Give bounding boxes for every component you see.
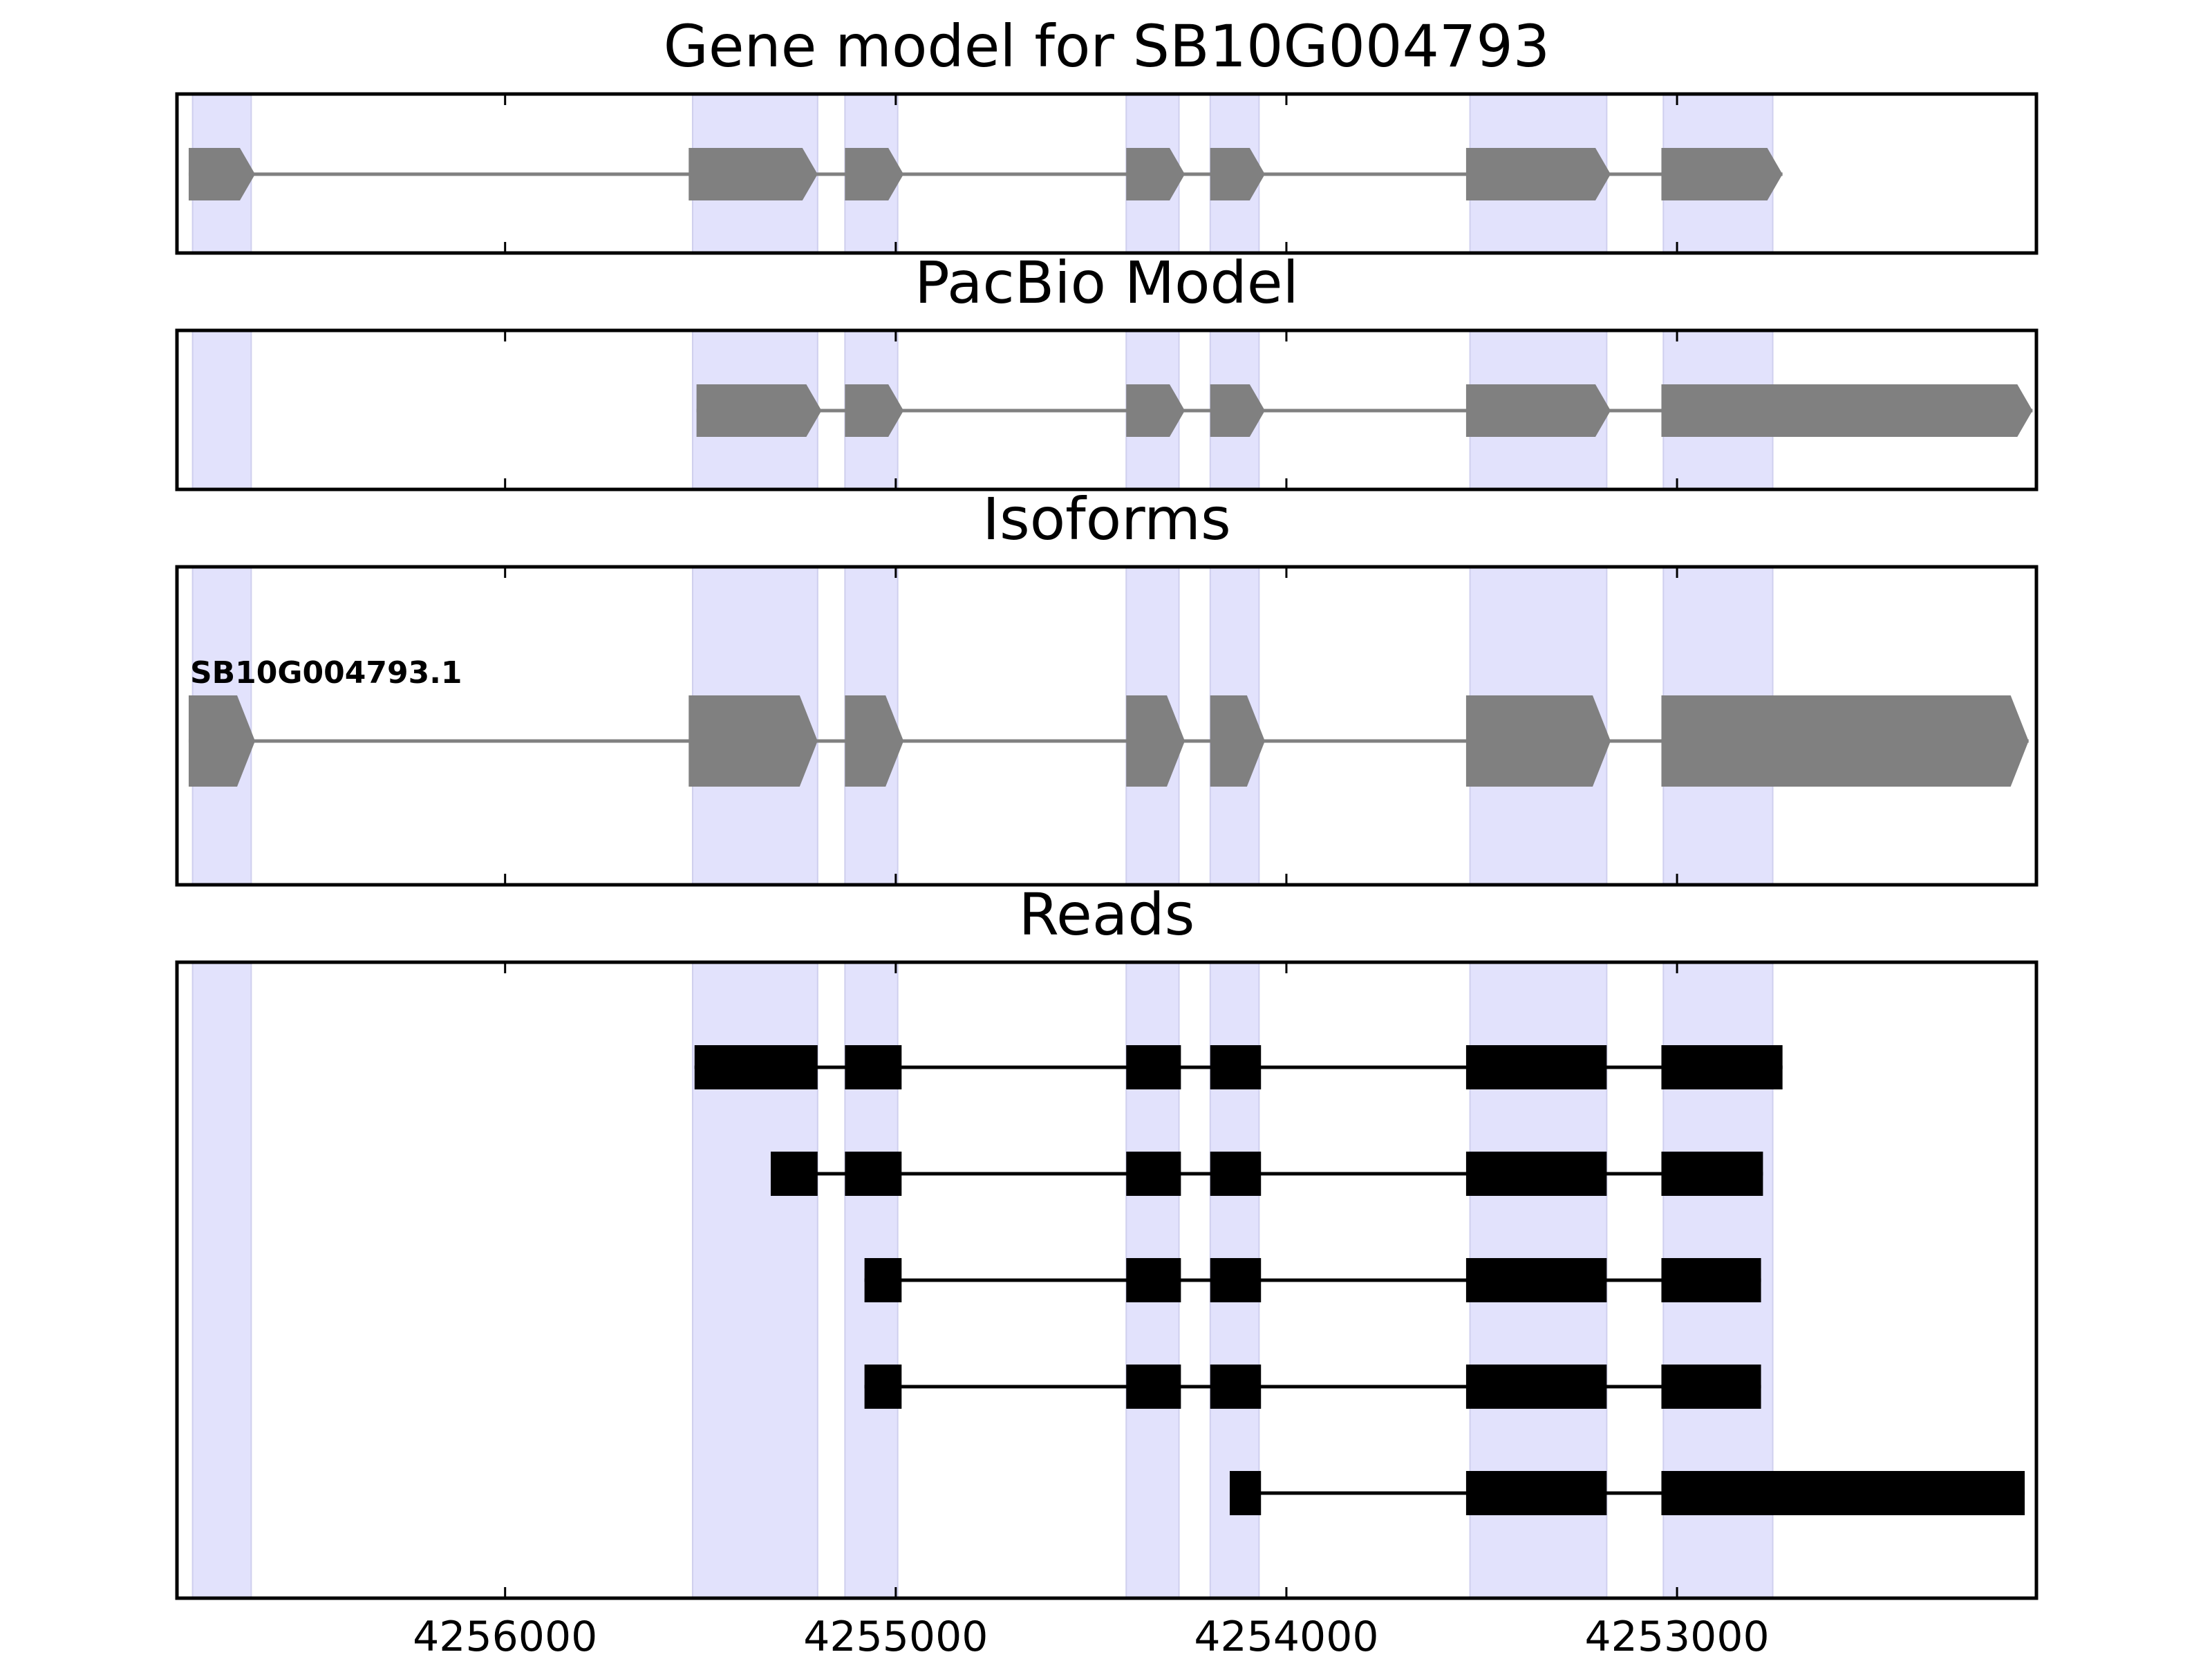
read-exon [1465,1152,1607,1196]
panel-frame [175,92,2038,255]
panel-title: Reads [1019,881,1195,948]
read-exon [1465,1471,1607,1515]
exon-arrow [1126,695,1185,787]
panel-pacbio: PacBio Model [175,249,2038,491]
exon-arrow [688,695,818,787]
read-exon [1210,1365,1262,1409]
exon-arrow [845,384,904,437]
read-track [864,1258,1761,1302]
panel-title: Gene model for SB10G004793 [664,12,1550,80]
panel-frame [175,960,2038,1600]
exon-arrow [188,148,256,200]
exon-arrow [1210,695,1265,787]
read-track [1230,1471,2025,1515]
panel-gene: Gene model for SB10G004793 [175,12,2038,255]
read-exon [1210,1152,1262,1196]
read-exon [1126,1258,1181,1302]
panel-reads: Reads 4256000 4255000 4254000 4253000 [175,881,2038,1659]
x-tick-label: 4254000 [1194,1613,1378,1659]
exon-arrow [1661,695,2029,787]
read-exon [1465,1365,1607,1409]
exon-arrow [1126,148,1185,200]
read-exon [1661,1471,2025,1515]
read-exon [1661,1152,1763,1196]
exon-arrow [1210,148,1265,200]
exon-arrow [1465,695,1611,787]
read-exon [1230,1471,1262,1515]
panel-title: PacBio Model [915,249,1299,317]
exon-arrow [188,695,256,787]
x-tick-label: 4253000 [1584,1613,1769,1659]
read-exon [1661,1045,1783,1089]
transcript-track: SB10G004793.1 [188,655,2029,787]
exon-arrow [845,695,904,787]
read-exon [864,1365,902,1409]
highlight-band [191,330,252,490]
read-track [864,1365,1761,1409]
panel-frame [175,328,2038,491]
exon-arrow [1465,384,1611,437]
read-exon [694,1045,818,1089]
read-exon [1210,1258,1262,1302]
read-exon [1465,1045,1607,1089]
transcript-track [188,148,1783,200]
panel-isoforms: Isoforms SB10G004793.1 [175,485,2038,887]
read-track [694,1045,1783,1089]
read-exon [1126,1365,1181,1409]
highlight-band [191,962,252,1599]
transcript-track [696,384,2033,437]
read-exon [1210,1045,1262,1089]
panel-title: Isoforms [982,485,1231,553]
panel-frame [175,565,2038,887]
exon-arrow [688,148,818,200]
read-exon [845,1045,902,1089]
read-exon [1126,1152,1181,1196]
exon-arrow [1661,148,1783,200]
exon-arrow [845,148,904,200]
read-exon [864,1258,902,1302]
exon-arrow [1661,384,2033,437]
read-exon [1126,1045,1181,1089]
read-track [770,1152,1763,1196]
x-tick-label: 4255000 [803,1613,988,1659]
read-exon [770,1152,818,1196]
read-exon [1465,1258,1607,1302]
exon-arrow [1210,384,1265,437]
read-exon [1661,1365,1761,1409]
x-tick-label: 4256000 [413,1613,597,1659]
exon-arrow [1465,148,1611,200]
exon-arrow [1126,384,1185,437]
read-exon [845,1152,902,1196]
exon-arrow [696,384,822,437]
isoform-label: SB10G004793.1 [190,655,462,691]
read-exon [1661,1258,1761,1302]
